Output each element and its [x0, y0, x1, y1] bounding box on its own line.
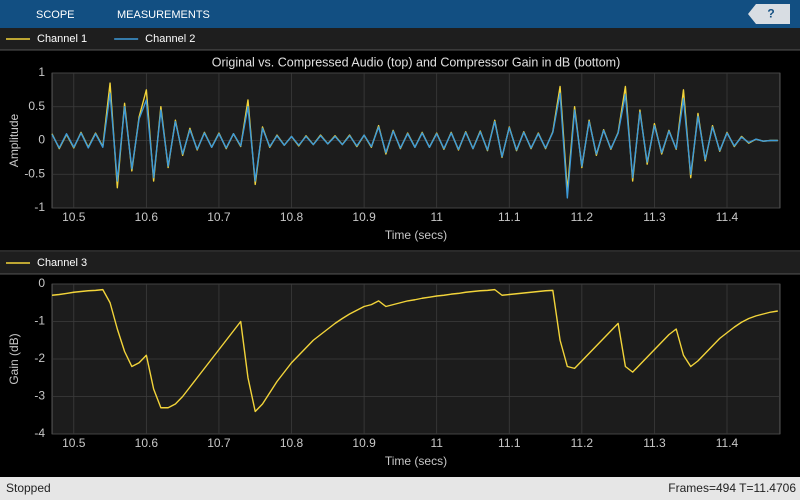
x-tick-label: 11.3 [643, 436, 666, 450]
help-button[interactable] [748, 4, 790, 24]
tab-scope[interactable]: SCOPE [36, 9, 75, 21]
x-tick-label: 10.6 [135, 210, 159, 224]
y-tick-label: -2 [34, 351, 45, 365]
y-tick-label: -4 [34, 426, 45, 440]
x-tick-label: 11 [430, 436, 443, 450]
toolstrip [0, 0, 800, 28]
status-bar [0, 477, 800, 500]
x-axis-label: Time (secs) [385, 228, 447, 242]
y-tick-label: -3 [34, 389, 45, 403]
legend-bar [0, 28, 800, 50]
series-line [51, 288, 778, 413]
chart-title: Original vs. Compressed Audio (top) and … [212, 55, 621, 69]
x-tick-label: 11.4 [716, 436, 739, 450]
x-axis-label: Time (secs) [385, 454, 447, 468]
status-time: T=11.4706 [739, 481, 796, 495]
legend-bar [0, 252, 800, 274]
x-tick-label: 11.3 [643, 210, 666, 224]
x-tick-label: 10.9 [352, 210, 376, 224]
legend-label[interactable]: Channel 3 [37, 257, 87, 269]
x-tick-label: 10.9 [352, 436, 376, 450]
tab-measurements[interactable]: MEASUREMENTS [117, 9, 210, 21]
y-tick-label: -1 [34, 314, 45, 328]
y-tick-label: -0.5 [24, 166, 45, 180]
x-tick-label: 10.5 [62, 436, 86, 450]
status-state: Stopped [6, 481, 51, 495]
x-tick-label: 11.2 [571, 436, 594, 450]
x-tick-label: 11.4 [716, 210, 739, 224]
x-tick-label: 10.8 [280, 210, 304, 224]
y-axis-label: Gain (dB) [7, 333, 21, 384]
y-tick-label: 0 [38, 276, 45, 290]
y-tick-label: 0.5 [28, 99, 45, 113]
help-icon[interactable]: ? [767, 7, 774, 21]
y-tick-label: -1 [34, 200, 45, 214]
x-tick-label: 10.5 [62, 210, 86, 224]
x-tick-label: 11.1 [498, 210, 521, 224]
y-axis-label: Amplitude [7, 114, 21, 168]
y-tick-label: 1 [38, 65, 45, 79]
x-tick-label: 11 [430, 210, 443, 224]
x-tick-label: 10.8 [280, 436, 304, 450]
x-tick-label: 11.1 [498, 436, 521, 450]
x-tick-label: 10.7 [207, 210, 231, 224]
status-frames: Frames=494 [668, 481, 736, 495]
y-tick-label: 0 [38, 133, 45, 147]
legend-label[interactable]: Channel 1 [37, 33, 87, 45]
series-line [51, 92, 778, 199]
legend-label[interactable]: Channel 2 [145, 33, 195, 45]
x-tick-label: 10.6 [135, 436, 159, 450]
x-tick-label: 11.2 [571, 210, 594, 224]
x-tick-label: 10.7 [207, 436, 231, 450]
